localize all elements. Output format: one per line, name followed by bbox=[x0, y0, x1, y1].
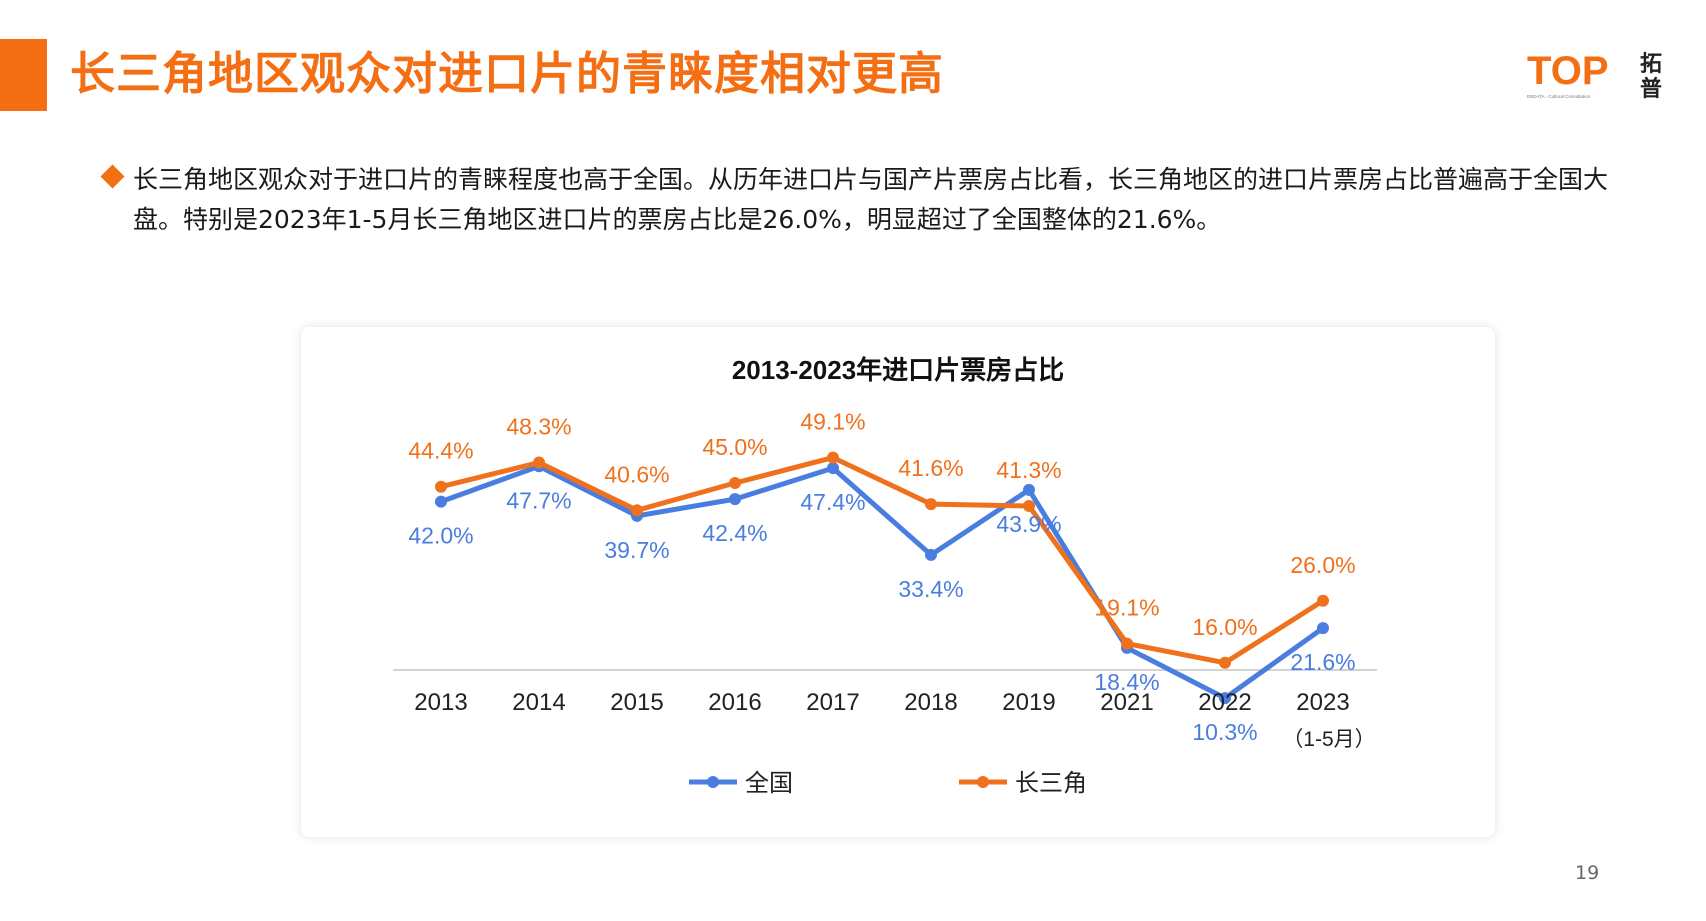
series-1-label-3: 45.0% bbox=[702, 434, 767, 460]
x-tick-label-3: 2016 bbox=[708, 689, 761, 716]
series-1-point-8 bbox=[1219, 656, 1231, 669]
chart-card: 2013-2023年进口片票房占比 42.0% 47.7% 39.7% 42.4% 47… bbox=[301, 327, 1495, 837]
x-tick-label-2: 2015 bbox=[610, 689, 663, 716]
series-0-point-5 bbox=[925, 548, 937, 561]
series-line-0 bbox=[438, 463, 1326, 701]
series-0-label-7: 18.4% bbox=[1094, 669, 1159, 695]
series-1-label-9: 26.0% bbox=[1290, 552, 1355, 578]
series-1-label-7: 19.1% bbox=[1094, 595, 1159, 621]
series-0-label-8: 10.3% bbox=[1192, 719, 1257, 745]
logo-tagline: ENDATA · Cultural Consultation bbox=[1527, 94, 1591, 99]
logo-text: TOP bbox=[1527, 49, 1609, 93]
x-tick-label-9: 2023 bbox=[1296, 689, 1349, 716]
legend-label-0: 全国 bbox=[745, 769, 793, 797]
x-tick-label-6: 2019 bbox=[1002, 689, 1055, 716]
series-line-1 bbox=[438, 455, 1326, 666]
series-0-label-0: 42.0% bbox=[408, 523, 473, 549]
series-0-label-4: 47.4% bbox=[800, 489, 865, 515]
series-0-point-4 bbox=[827, 462, 839, 475]
series-1-label-0: 44.4% bbox=[408, 438, 473, 464]
series-1-point-6 bbox=[1023, 499, 1035, 512]
series-1-label-8: 16.0% bbox=[1192, 614, 1257, 640]
series-1-label-6: 41.3% bbox=[996, 457, 1061, 483]
page-title: 长三角地区观众对进口片的青睐度相对更高 bbox=[70, 47, 945, 100]
legend-swatch-dot-0 bbox=[707, 776, 719, 788]
series-0-label-3: 42.4% bbox=[702, 520, 767, 546]
diamond-bullet-icon bbox=[100, 164, 125, 189]
x-tick-sublabel-9: （1-5月） bbox=[1282, 728, 1375, 751]
legend-swatch-dot-1 bbox=[977, 776, 989, 788]
series-1-point-9 bbox=[1317, 594, 1329, 607]
summary-text: 长三角地区观众对于进口片的青睐程度也高于全国。从历年进口片与国产片票房占比看，长… bbox=[133, 165, 1609, 234]
chart-title: 2013-2023年进口片票房占比 bbox=[732, 355, 1064, 385]
series-1-point-7 bbox=[1121, 637, 1133, 650]
x-tick-label-4: 2017 bbox=[806, 689, 859, 716]
x-tick-label-7: 2021 bbox=[1100, 689, 1153, 716]
x-tick-label-5: 2018 bbox=[904, 689, 957, 716]
series-0-label-2: 39.7% bbox=[604, 537, 669, 563]
x-tick-label-1: 2014 bbox=[512, 689, 565, 716]
series-1-point-4 bbox=[827, 451, 839, 464]
data-labels-layer: 42.0% 47.7% 39.7% 42.4% 47.4% 33.4% 43.9% 18.4%… bbox=[408, 409, 1355, 746]
series-0-label-9: 21.6% bbox=[1290, 649, 1355, 675]
series-1-point-0 bbox=[435, 480, 447, 493]
series-1-point-3 bbox=[729, 477, 741, 489]
series-0-point-9 bbox=[1317, 622, 1329, 635]
series-1-label-2: 40.6% bbox=[604, 461, 669, 487]
line-chart: 2013-2023年进口片票房占比 42.0% 47.7% 39.7% 42.4% 47… bbox=[393, 355, 1377, 797]
logo-side-text: 拓普 bbox=[1639, 52, 1662, 102]
legend-label-1: 长三角 bbox=[1015, 769, 1087, 797]
series-0-point-8 bbox=[1219, 692, 1231, 705]
page-number: 19 bbox=[1575, 862, 1600, 884]
series-0-point-6 bbox=[1023, 483, 1035, 496]
series-1-point-5 bbox=[925, 498, 937, 511]
series-1-label-5: 41.6% bbox=[898, 455, 963, 481]
title-accent-bar bbox=[0, 39, 47, 111]
series-1-label-1: 48.3% bbox=[506, 414, 571, 440]
x-tick-label-0: 2013 bbox=[414, 689, 467, 716]
series-0-label-6: 43.9% bbox=[996, 511, 1061, 537]
series-1-point-2 bbox=[631, 504, 643, 517]
series-layer bbox=[435, 451, 1329, 705]
series-0-point-3 bbox=[729, 493, 741, 506]
chart-legend: 全国 长三角 bbox=[689, 769, 1087, 797]
series-0-label-1: 47.7% bbox=[506, 487, 571, 513]
x-tick-labels: 2013 2014 2015 2016 2017 2018 2019 2021 2022 2023… bbox=[414, 689, 1375, 751]
series-1-label-4: 49.1% bbox=[800, 409, 865, 435]
summary-bullet: 长三角地区观众对于进口片的青睐程度也高于全国。从历年进口片与国产片票房占比看，长… bbox=[100, 160, 1620, 240]
top-logo: TOP ENDATA · Cultural Consultation bbox=[1527, 49, 1609, 99]
x-tick-label-8: 2022 bbox=[1198, 689, 1251, 716]
series-0-point-0 bbox=[435, 495, 447, 508]
series-1-point-1 bbox=[533, 456, 545, 469]
series-0-label-5: 33.4% bbox=[898, 576, 963, 602]
